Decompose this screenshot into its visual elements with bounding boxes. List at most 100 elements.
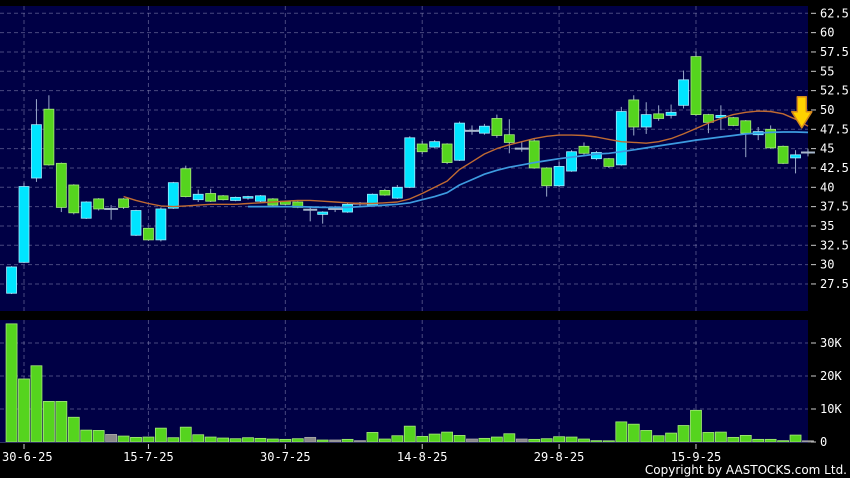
volume-bar[interactable]	[42, 401, 55, 443]
up-candle[interactable]	[391, 186, 403, 199]
down-candle[interactable]	[653, 113, 665, 119]
down-candle[interactable]	[603, 158, 615, 167]
down-candle[interactable]	[777, 145, 789, 164]
down-candle[interactable]	[541, 167, 553, 187]
down-candle[interactable]	[180, 168, 192, 197]
volume-bar[interactable]	[540, 438, 553, 443]
volume-bar[interactable]	[154, 427, 167, 443]
down-candle[interactable]	[55, 162, 67, 208]
volume-bar[interactable]	[291, 438, 304, 443]
volume-bar[interactable]	[117, 435, 130, 443]
volume-bar[interactable]	[590, 440, 603, 443]
down-candle[interactable]	[441, 143, 453, 163]
down-candle[interactable]	[416, 143, 428, 153]
volume-bar[interactable]	[665, 432, 677, 443]
up-candle[interactable]	[665, 111, 677, 116]
volume-bar[interactable]	[304, 436, 317, 443]
volume-bar[interactable]	[30, 365, 43, 443]
down-candle[interactable]	[727, 117, 739, 126]
volume-bar[interactable]	[167, 437, 180, 443]
volume-bar[interactable]	[428, 433, 441, 443]
down-candle[interactable]	[528, 140, 540, 169]
volume-bar[interactable]	[18, 378, 30, 443]
up-candle[interactable]	[553, 166, 565, 187]
volume-bar[interactable]	[105, 434, 118, 443]
volume-bar[interactable]	[192, 434, 205, 443]
up-candle[interactable]	[479, 125, 490, 134]
up-candle[interactable]	[591, 152, 602, 160]
volume-bar[interactable]	[329, 439, 342, 443]
up-candle[interactable]	[454, 122, 465, 161]
volume-bar[interactable]	[677, 425, 690, 443]
up-candle[interactable]	[255, 195, 266, 202]
volume-bar[interactable]	[714, 431, 727, 443]
volume-bar[interactable]	[5, 323, 18, 443]
down-candle[interactable]	[118, 198, 129, 208]
volume-bar[interactable]	[217, 437, 230, 443]
volume-bar[interactable]	[565, 436, 578, 443]
down-candle[interactable]	[491, 118, 503, 136]
up-candle[interactable]	[155, 208, 167, 241]
up-candle[interactable]	[678, 79, 689, 106]
up-candle[interactable]	[31, 124, 42, 179]
volume-bar[interactable]	[179, 426, 192, 443]
volume-bar[interactable]	[242, 437, 254, 443]
up-candle[interactable]	[80, 201, 92, 219]
up-candle[interactable]	[640, 114, 652, 128]
volume-bar[interactable]	[67, 416, 80, 443]
volume-bar[interactable]	[341, 438, 354, 443]
volume-bar[interactable]	[316, 439, 329, 443]
up-candle[interactable]	[790, 154, 801, 159]
volume-bar[interactable]	[453, 434, 466, 443]
volume-bar[interactable]	[640, 430, 653, 443]
volume-bar[interactable]	[727, 436, 740, 443]
down-candle[interactable]	[43, 108, 55, 166]
volume-bar[interactable]	[130, 436, 142, 443]
down-candle[interactable]	[503, 134, 515, 143]
volume-bar[interactable]	[777, 440, 789, 443]
down-candle[interactable]	[740, 120, 752, 134]
down-candle[interactable]	[703, 114, 714, 123]
down-candle[interactable]	[93, 198, 105, 210]
volume-bar[interactable]	[391, 435, 404, 443]
up-candle[interactable]	[429, 141, 441, 148]
volume-bar[interactable]	[528, 438, 541, 443]
volume-bar[interactable]	[55, 401, 68, 443]
up-candle[interactable]	[317, 211, 329, 215]
volume-bar[interactable]	[752, 438, 765, 443]
down-candle[interactable]	[217, 195, 229, 201]
volume-bar[interactable]	[503, 433, 516, 443]
volume-bar[interactable]	[478, 437, 491, 443]
volume-bar[interactable]	[416, 435, 429, 443]
volume-bar[interactable]	[764, 438, 777, 443]
volume-bar[interactable]	[441, 431, 454, 443]
up-candle[interactable]	[566, 151, 577, 172]
up-candle[interactable]	[167, 182, 179, 209]
volume-bar[interactable]	[652, 435, 665, 443]
volume-bar[interactable]	[229, 438, 242, 443]
volume-bar[interactable]	[92, 430, 105, 443]
down-candle[interactable]	[68, 184, 80, 214]
volume-bar[interactable]	[204, 436, 217, 443]
volume-bar[interactable]	[789, 434, 802, 443]
up-candle[interactable]	[18, 186, 30, 263]
up-candle[interactable]	[6, 266, 17, 294]
volume-bar[interactable]	[142, 436, 155, 443]
volume-bar[interactable]	[279, 438, 292, 443]
volume-bar[interactable]	[366, 432, 379, 443]
volume-bar[interactable]	[378, 438, 391, 443]
up-candle[interactable]	[230, 196, 241, 201]
volume-bar[interactable]	[354, 440, 366, 443]
volume-bar[interactable]	[254, 437, 267, 443]
volume-bar[interactable]	[403, 425, 416, 443]
up-candle[interactable]	[192, 193, 204, 201]
volume-bar[interactable]	[702, 432, 715, 443]
volume-bar[interactable]	[739, 434, 752, 443]
volume-bar[interactable]	[515, 438, 528, 443]
down-candle[interactable]	[205, 193, 217, 202]
down-candle[interactable]	[143, 227, 154, 241]
down-candle[interactable]	[690, 56, 702, 116]
volume-bar[interactable]	[553, 436, 565, 443]
volume-bar[interactable]	[266, 438, 279, 443]
up-candle[interactable]	[404, 137, 416, 188]
